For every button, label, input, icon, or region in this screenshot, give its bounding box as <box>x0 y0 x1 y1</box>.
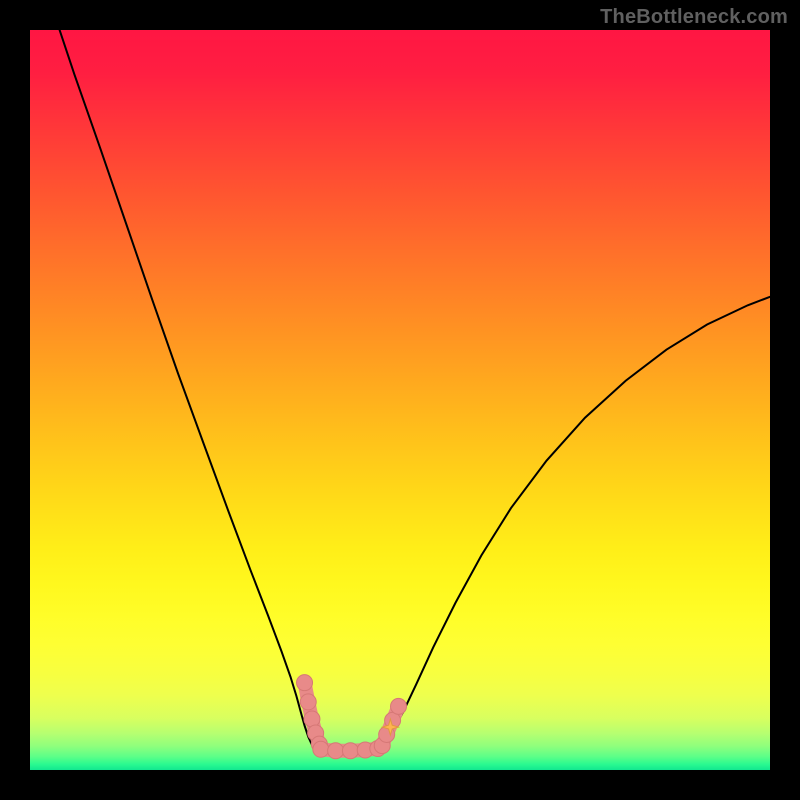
marker-dot <box>313 741 329 757</box>
marker-dot <box>328 743 344 759</box>
marker-dot <box>300 694 316 710</box>
marker-dot <box>304 711 320 727</box>
marker-dot <box>391 698 407 714</box>
marker-dot <box>297 675 313 691</box>
chart-frame: TheBottleneck.com <box>0 0 800 800</box>
watermark-text: TheBottleneck.com <box>600 6 788 29</box>
marker-dot <box>342 743 358 759</box>
plot-svg <box>30 30 770 770</box>
plot-background <box>30 30 770 770</box>
plot-area <box>30 30 770 770</box>
